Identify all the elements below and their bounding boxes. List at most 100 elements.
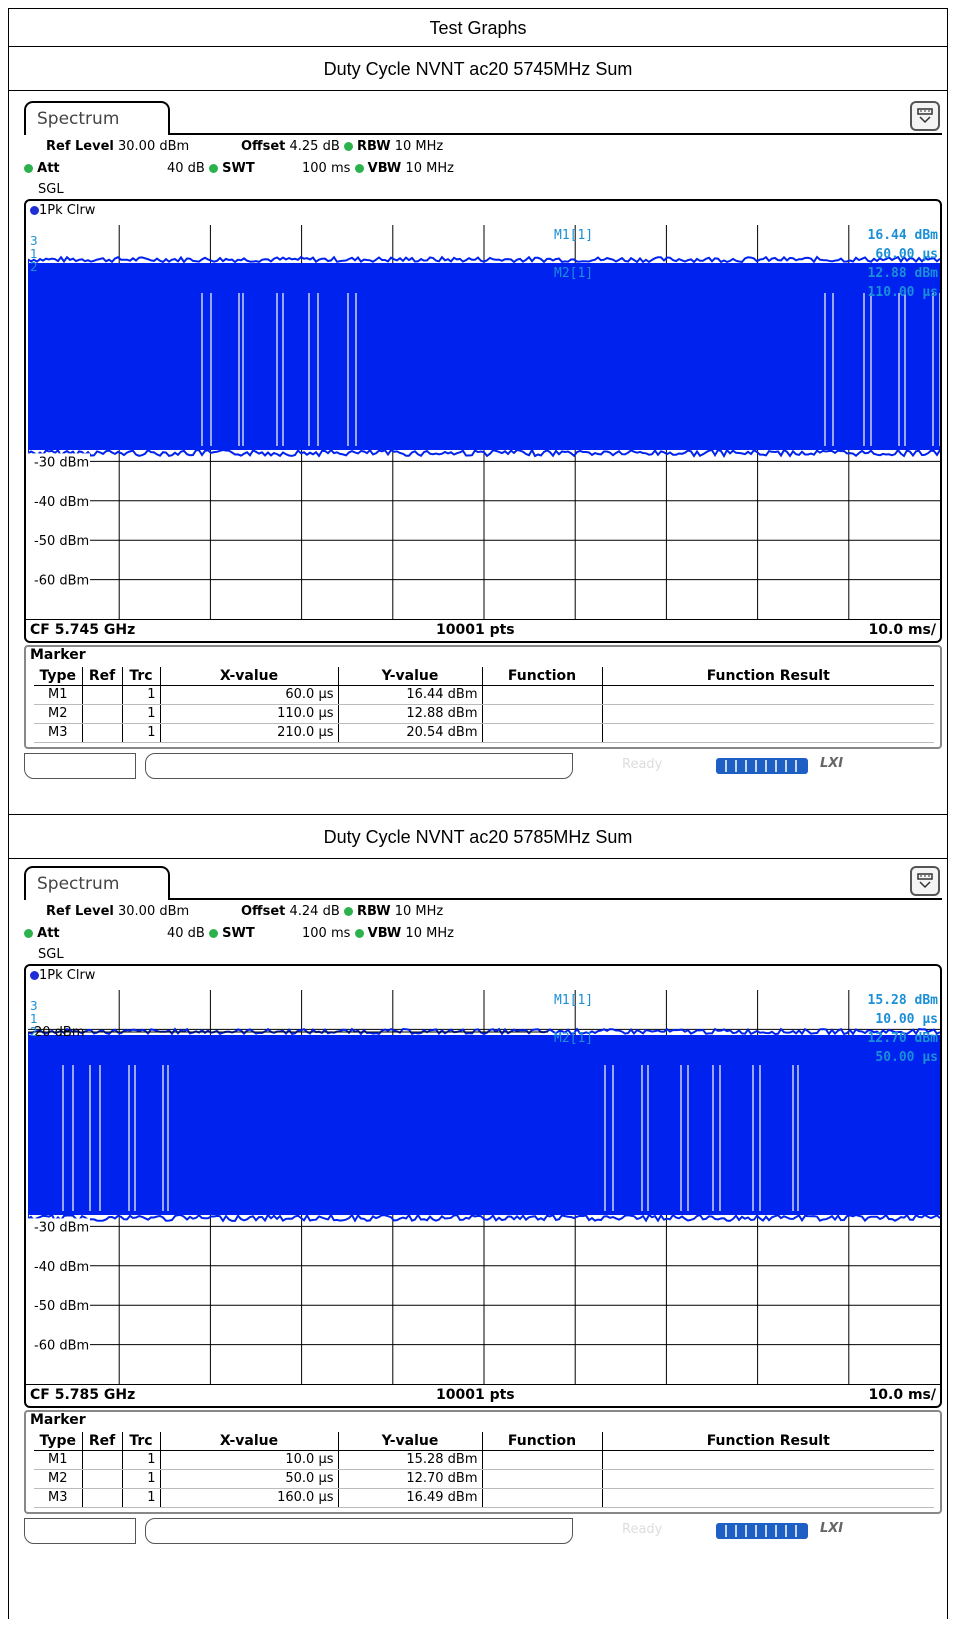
marker-table-header: Y-value bbox=[337, 667, 482, 686]
att-value: 40 dB bbox=[167, 161, 205, 176]
marker-table-header: Type bbox=[34, 667, 82, 686]
marker-cell-type: M1 bbox=[34, 685, 82, 705]
sweep-points: 10001 pts bbox=[436, 622, 515, 638]
marker-table-row: M3 1 210.0 µs 20.54 dBm bbox=[34, 723, 934, 743]
rbw-label: RBW bbox=[357, 139, 391, 154]
sweep-plot: -30 dBm -40 dBm -50 dBm -60 dBm 312 M1[1] 16.4… bbox=[28, 225, 940, 619]
marker-cell-result bbox=[601, 1450, 934, 1470]
offset-label: Offset bbox=[241, 904, 286, 919]
marker-table-row: M3 1 160.0 µs 16.49 dBm bbox=[34, 1488, 934, 1508]
marker-cell-ref bbox=[81, 685, 122, 705]
att-label: Att bbox=[37, 161, 60, 176]
test-report: Test Graphs Duty Cycle NVNT ac20 5745MHz… bbox=[8, 8, 948, 1619]
graph-cell: Spectrum Ref Level 30.00 dBm Offset 4.25… bbox=[9, 91, 947, 815]
trace-envelope bbox=[28, 1027, 940, 1036]
marker-readout-name: M1[1] bbox=[554, 228, 593, 243]
status-dot-icon bbox=[209, 164, 218, 173]
marker-cell-trc: 1 bbox=[121, 723, 160, 743]
marker-cell-function bbox=[481, 685, 602, 705]
marker-cell-ref bbox=[81, 704, 122, 724]
marker-cell-trc: 1 bbox=[121, 1450, 160, 1470]
marker-cell-y: 20.54 dBm bbox=[337, 723, 482, 743]
trace-dot-icon bbox=[30, 206, 39, 215]
swt-label: SWT bbox=[222, 926, 255, 941]
marker-readout-time: 50.00 µs bbox=[875, 1050, 938, 1065]
swt-value: 100 ms bbox=[302, 926, 351, 941]
plot-area: 1Pk Clrw -30 dBm -40 dBm -50 dBm -60 dBm 3 1 2… bbox=[24, 199, 942, 643]
status-bar: Ready LXI bbox=[24, 753, 942, 781]
marker-table-row: M2 1 50.0 µs 12.70 dBm bbox=[34, 1469, 934, 1489]
progress-bar bbox=[716, 758, 808, 774]
spectrum-analyzer-screen: Spectrum Ref Level 30.00 dBm Offset 4.24… bbox=[24, 866, 942, 1566]
time-per-division: 10.0 ms/ bbox=[868, 622, 936, 638]
offset-value: 4.24 dB bbox=[289, 904, 340, 919]
spectrum-tab-label: Spectrum bbox=[37, 874, 120, 894]
marker-cell-y: 15.28 dBm bbox=[337, 1450, 482, 1470]
tab-divider bbox=[168, 898, 942, 900]
marker-readout-level: 15.28 dBm bbox=[868, 993, 939, 1008]
ref-level-value: 30.00 dBm bbox=[118, 139, 190, 154]
marker-cell-x: 110.0 µs bbox=[159, 704, 338, 724]
marker-table-header: Function Result bbox=[601, 667, 934, 686]
spectrum-analyzer-screen: Spectrum Ref Level 30.00 dBm Offset 4.25… bbox=[24, 101, 942, 801]
marker-table-row: M1 1 10.0 µs 15.28 dBm bbox=[34, 1450, 934, 1470]
marker-cell-result bbox=[601, 1488, 934, 1508]
status-dot-icon bbox=[209, 929, 218, 938]
status-bar: Ready LXI bbox=[24, 1518, 942, 1546]
status-dot-icon bbox=[343, 142, 353, 151]
marker-table: Type Ref Trc X-value Y-value Function Function… bbox=[34, 667, 934, 743]
status-dot-icon bbox=[24, 929, 33, 938]
y-tick-label: -60 dBm bbox=[34, 1339, 89, 1354]
att-value: 40 dB bbox=[167, 926, 205, 941]
marker-readout-level: 12.88 dBm bbox=[868, 266, 939, 281]
marker-flag: 1 bbox=[30, 1012, 38, 1026]
status-message-field bbox=[145, 753, 573, 779]
time-per-division: 10.0 ms/ bbox=[868, 1387, 936, 1403]
swt-label: SWT bbox=[222, 161, 255, 176]
marker-cell-ref bbox=[81, 1450, 122, 1470]
spectrum-tab[interactable]: Spectrum bbox=[24, 101, 170, 135]
marker-table-panel: Marker Type Ref Trc X-value Y-value Function F… bbox=[24, 1410, 942, 1514]
marker-readout-level: 12.70 dBm bbox=[868, 1031, 939, 1046]
marker-readout-level: 16.44 dBm bbox=[868, 228, 939, 243]
marker-cell-y: 16.44 dBm bbox=[337, 685, 482, 705]
trace-band bbox=[28, 263, 940, 450]
spectrum-tab[interactable]: Spectrum bbox=[24, 866, 170, 900]
marker-table-header: Trc bbox=[121, 667, 160, 686]
marker-table-header: Type bbox=[34, 1432, 82, 1451]
att-label: Att bbox=[37, 926, 60, 941]
trace-envelope bbox=[28, 447, 940, 459]
marker-cell-function bbox=[481, 1488, 602, 1508]
marker-cell-function bbox=[481, 704, 602, 724]
ref-level-label: Ref Level bbox=[46, 139, 114, 154]
y-tick-label: -60 dBm bbox=[34, 574, 89, 589]
marker-table-panel: Marker Type Ref Trc X-value Y-value Function F… bbox=[24, 645, 942, 749]
marker-cell-result bbox=[601, 1469, 934, 1489]
graph-caption: Duty Cycle NVNT ac20 5745MHz Sum bbox=[9, 47, 947, 91]
sweep-mode: SGL bbox=[38, 182, 64, 197]
marker-table-header: Trc bbox=[121, 1432, 160, 1451]
menu-icon[interactable] bbox=[910, 866, 940, 896]
ref-level-label: Ref Level bbox=[46, 904, 114, 919]
sweep-mode: SGL bbox=[38, 947, 64, 962]
trace-label: 1Pk Clrw bbox=[39, 968, 96, 983]
status-message-field bbox=[145, 1518, 573, 1544]
marker-cell-x: 210.0 µs bbox=[159, 723, 338, 743]
marker-table-row: M1 1 60.0 µs 16.44 dBm bbox=[34, 685, 934, 705]
progress-bar bbox=[716, 1523, 808, 1539]
lxi-logo: LXI bbox=[820, 1521, 844, 1536]
marker-table-header: Y-value bbox=[337, 1432, 482, 1451]
trace-envelope bbox=[28, 1213, 940, 1223]
menu-icon[interactable] bbox=[910, 101, 940, 131]
marker-cell-result bbox=[601, 723, 934, 743]
marker-cell-function bbox=[481, 723, 602, 743]
marker-table-header: Function bbox=[481, 1432, 602, 1451]
marker-table-header: X-value bbox=[159, 667, 338, 686]
marker-flag: 3 bbox=[30, 234, 38, 248]
status-dot-icon bbox=[354, 929, 364, 938]
vbw-label: VBW bbox=[367, 161, 402, 176]
status-dot-icon bbox=[343, 907, 353, 916]
marker-readout-name: M1[1] bbox=[554, 993, 593, 1008]
vbw-value: 10 MHz bbox=[405, 161, 454, 176]
marker-cell-trc: 1 bbox=[121, 1488, 160, 1508]
